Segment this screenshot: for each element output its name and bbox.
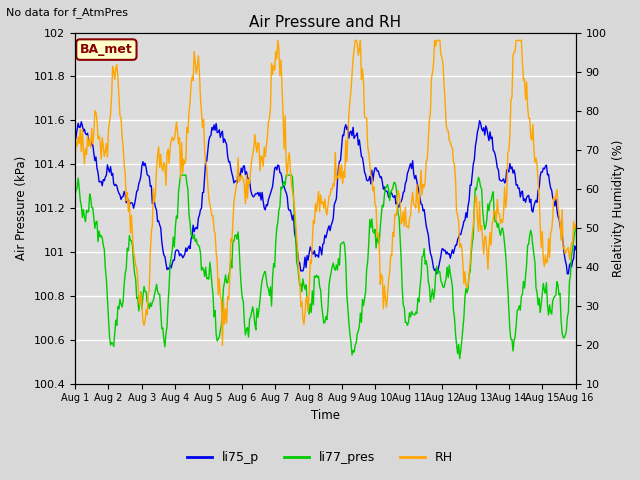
Text: No data for f_AtmPres: No data for f_AtmPres bbox=[6, 7, 129, 18]
X-axis label: Time: Time bbox=[311, 409, 340, 422]
Y-axis label: Relativity Humidity (%): Relativity Humidity (%) bbox=[612, 139, 625, 277]
Legend: li75_p, li77_pres, RH: li75_p, li77_pres, RH bbox=[182, 446, 458, 469]
Title: Air Pressure and RH: Air Pressure and RH bbox=[250, 15, 401, 30]
Text: BA_met: BA_met bbox=[80, 43, 132, 56]
Y-axis label: Air Pressure (kPa): Air Pressure (kPa) bbox=[15, 156, 28, 260]
